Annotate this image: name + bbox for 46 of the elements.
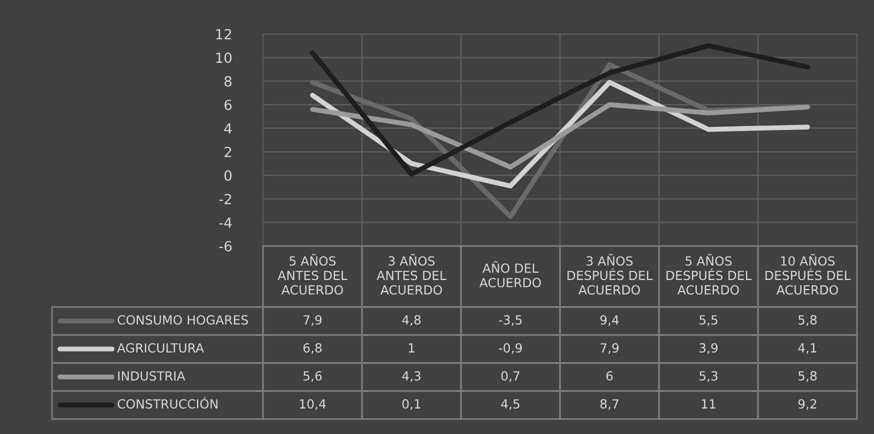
legend-label: AGRICULTURA [117,343,204,353]
data-label: -0,9 [498,343,522,354]
legend-label: CONSTRUCCIÓN [118,396,218,409]
line-series [310,102,810,170]
data-label: 7,9 [600,343,619,354]
data-label: 7,9 [304,315,322,326]
x-tick-label: 3 AÑOS ANTES DEL ACUERDO [376,254,446,295]
legend-label: CONSUMO HOGARES [118,315,248,325]
y-tick-label: 6 [224,100,232,110]
data-label: 4,1 [798,343,816,354]
y-tick-label: -4 [219,218,232,228]
y-tick-label: 12 [216,28,232,40]
data-label: 10,4 [300,399,326,410]
data-label: 5,8 [798,371,817,382]
y-tick-label: 8 [224,76,232,87]
line-series [310,43,810,177]
x-tick-label: AÑO DEL ACUERDO [479,261,541,288]
data-label: 0,1 [402,399,420,410]
data-label: 4,8 [402,315,421,326]
data-label: 5,3 [700,371,718,382]
data-label: 0,7 [501,371,520,382]
data-label: 9,4 [600,315,619,326]
x-tick-label: 5 AÑOS DESPUÉS DEL ACUERDO [666,254,752,295]
y-tick-label: 0 [224,170,232,181]
y-tick-label: -6 [219,240,232,252]
data-label: 4,3 [402,371,420,382]
data-label: 5,5 [700,315,718,326]
data-label: 6,8 [303,343,322,354]
x-tick-label: 5 AÑOS ANTES DEL ACUERDO [278,254,348,295]
data-label: 5,8 [798,315,817,326]
y-tick-label: -2 [219,194,232,204]
data-label: 5,6 [304,371,322,382]
data-label: 1 [408,343,414,352]
data-label: 6 [606,371,613,381]
data-label: 11 [702,399,716,408]
data-label: 3,9 [700,343,718,354]
x-tick-label: 3 AÑOS DESPUÉS DEL ACUERDO [568,254,653,295]
data-label: 8,7 [600,399,618,410]
y-tick-label: 10 [216,52,232,64]
data-label: 9,2 [798,399,816,410]
data-label: -3,5 [498,315,522,326]
x-tick-label: 10 AÑOS DESPUÉS DEL ACUERDO [766,254,851,295]
y-tick-label: 2 [224,146,232,158]
data-label: 4,5 [501,399,520,410]
legend-label: INDUSTRIA [118,371,186,381]
y-tick-label: 4 [224,123,232,134]
